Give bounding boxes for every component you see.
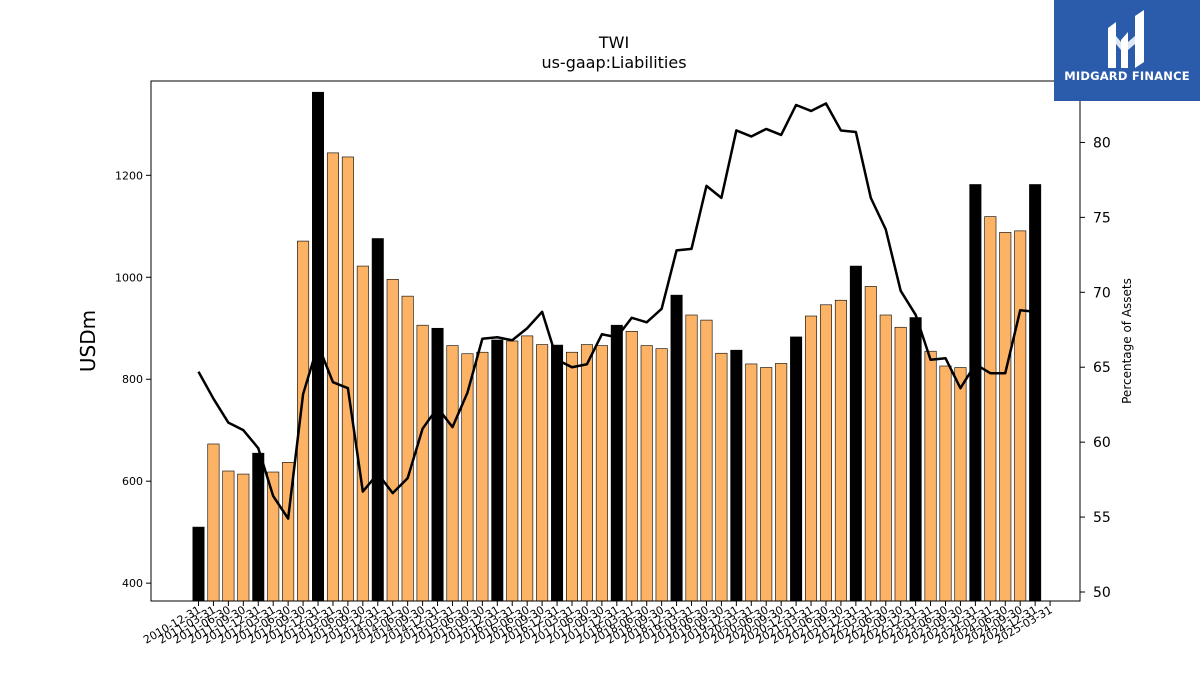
y-tick-label: 1200 [115,169,143,182]
bar [371,238,384,602]
y2-tick-label: 80 [1093,135,1111,151]
bar [849,265,862,602]
midgard-logo-icon [1108,10,1144,68]
y-tick-label: 600 [122,475,143,488]
bar [834,299,847,602]
bar [252,452,265,602]
bar [939,365,952,602]
bar [506,340,519,602]
bar [790,336,803,602]
plot-frame [150,80,1081,602]
bar [565,351,578,602]
bar [610,324,623,602]
bar [416,324,429,602]
bar [580,344,593,602]
y-tick-label: 800 [122,373,143,386]
bar [521,335,534,602]
bar [730,349,743,602]
y2-tick-label: 65 [1093,360,1111,376]
chart-subtitle: us-gaap:Liabilities [541,53,686,72]
bar [715,352,728,602]
y2-axis-label: Percentage of Assets [1120,278,1134,404]
bar [685,314,698,602]
y-axis-label: USDm [76,310,100,372]
bar [954,367,967,602]
bar [909,317,922,602]
bar [237,473,250,602]
y2-tick-label: 55 [1093,510,1111,526]
bar [341,156,354,602]
bar [222,470,235,602]
bar [760,367,773,602]
bar [431,327,444,602]
bar [670,294,683,602]
bar [267,471,280,602]
bar [805,315,818,602]
bar [819,304,832,602]
bar [924,350,937,602]
bar [999,232,1012,602]
bar [401,295,414,602]
bar [969,184,982,602]
bar [192,526,205,602]
y-tick-label: 400 [122,577,143,590]
bar [879,314,892,602]
percentage-of-assets-line [197,102,1036,520]
bar [745,363,758,602]
right-axis: 50 55 60 65 70 75 80 [1080,135,1111,601]
x-axis: 2010-12-312011-03-312011-06-302011-09-30… [141,601,1055,647]
bar [326,152,339,602]
bar [1029,184,1042,602]
bar [551,344,564,602]
bar [207,443,220,602]
bar [775,363,788,602]
bar [476,351,489,602]
bar [894,326,907,602]
bar [1014,230,1027,602]
y2-tick-label: 70 [1093,285,1111,301]
logo-text: MIDGARD FINANCE [1064,69,1190,83]
bar [700,319,713,602]
bar [491,339,504,602]
bar [640,345,653,602]
bar [595,345,608,602]
bar [655,348,668,602]
y2-tick-label: 50 [1093,585,1111,601]
bar [356,265,369,602]
brand-logo: MIDGARD FINANCE [1054,0,1200,101]
bar [536,344,549,602]
bar [864,286,877,602]
left-axis: 400 600 800 1000 1200 [115,169,151,590]
bar [625,331,638,602]
y2-tick-label: 75 [1093,210,1111,226]
bar [386,279,399,602]
chart-title: TWI [598,33,629,52]
y-tick-label: 1000 [115,271,143,284]
bar [446,345,459,602]
bar [984,216,997,602]
y2-tick-label: 60 [1093,435,1111,451]
